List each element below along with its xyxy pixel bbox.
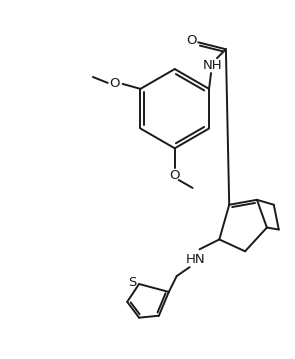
Text: HN: HN bbox=[186, 253, 205, 266]
Text: O: O bbox=[186, 34, 196, 47]
Text: S: S bbox=[128, 275, 136, 289]
Text: O: O bbox=[170, 168, 180, 182]
Text: O: O bbox=[109, 78, 120, 90]
Text: NH: NH bbox=[203, 59, 223, 71]
